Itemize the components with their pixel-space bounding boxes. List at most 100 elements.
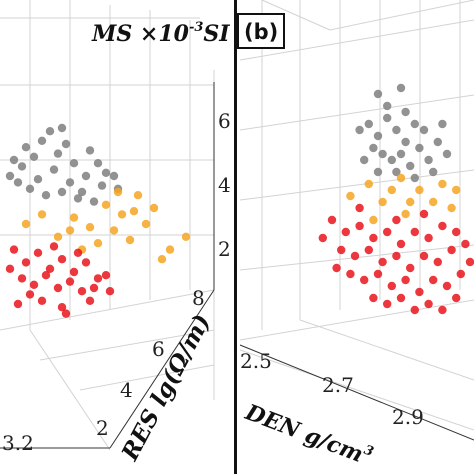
scatter-point <box>410 119 419 129</box>
y-tick-6: 6 <box>152 337 165 361</box>
scatter-point <box>101 200 111 209</box>
panel-b-axis-lines <box>239 344 474 441</box>
scatter-point <box>396 83 406 93</box>
scatter-point <box>65 277 75 286</box>
scatter-point <box>415 185 424 195</box>
scatter-point <box>383 227 392 237</box>
z-axis-label-unit: SI <box>203 21 230 47</box>
scatter-point <box>410 173 419 183</box>
scatter-point <box>45 127 55 136</box>
scatter-point <box>327 215 337 225</box>
scatter-point <box>392 215 401 225</box>
scatter-point <box>364 119 373 129</box>
scatter-point <box>5 264 15 273</box>
scatter-point <box>383 299 392 309</box>
scatter-point <box>429 167 438 177</box>
scatter-point <box>401 107 410 117</box>
y-tick-8: 8 <box>192 286 205 310</box>
scatter-point <box>373 167 383 177</box>
scatter-point <box>346 269 355 279</box>
scatter-point <box>125 235 135 245</box>
scatter-point <box>13 299 23 309</box>
scatter-point <box>25 184 35 193</box>
scatter-point <box>9 245 19 254</box>
scatter-point <box>17 162 27 171</box>
scatter-point <box>447 245 456 255</box>
scatter-point <box>21 143 31 152</box>
scatter-point <box>33 248 43 257</box>
scatter-point <box>383 101 392 111</box>
scatter-point <box>29 280 39 289</box>
scatter-point <box>369 293 378 303</box>
scatter-point <box>65 226 75 235</box>
x-tick-2-7: 2.7 <box>322 373 354 397</box>
scatter-point <box>49 242 59 251</box>
scatter-point <box>105 287 115 296</box>
scatter-point <box>452 185 461 195</box>
scatter-point <box>438 119 447 129</box>
y-tick-2: 2 <box>96 416 109 440</box>
scatter-point <box>149 203 159 213</box>
scatter-point <box>429 275 438 285</box>
scatter-point <box>109 171 119 181</box>
scatter-point <box>350 251 360 261</box>
scatter-point <box>53 232 63 241</box>
scatter-point <box>369 215 378 225</box>
scatter-point <box>369 233 378 243</box>
panel-b: 2.5 2.7 2.9 DEN g/cm3 (b) <box>237 0 474 471</box>
panel-b-points <box>318 83 474 315</box>
scatter-point <box>378 149 387 159</box>
scatter-point <box>429 197 438 207</box>
svg-text:DEN g/cm3: DEN g/cm3 <box>241 398 376 471</box>
scatter-point <box>438 179 447 189</box>
scatter-point <box>396 239 406 249</box>
scatter-point <box>419 125 429 135</box>
scatter-point <box>113 187 123 197</box>
scatter-point <box>346 191 355 201</box>
scatter-point <box>69 213 79 222</box>
scatter-point <box>419 251 429 261</box>
scatter-point <box>406 161 415 171</box>
z-axis-label: MS ×10-3SI <box>91 20 230 47</box>
scatter-point <box>396 293 406 303</box>
scatter-point <box>57 303 67 312</box>
scatter-point <box>53 283 63 293</box>
panel-b-label: (b) <box>237 13 285 49</box>
panel-a-points <box>5 123 191 318</box>
scatter-point <box>85 146 95 155</box>
scatter-point <box>442 149 452 159</box>
scatter-point <box>364 245 373 255</box>
scatter-point <box>415 143 424 153</box>
scatter-point <box>33 175 43 184</box>
scatter-point <box>165 245 175 254</box>
scatter-point <box>57 255 67 264</box>
scatter-point <box>415 287 424 297</box>
x-axis-label-b-main: DEN g/cm <box>241 399 367 468</box>
scatter-point <box>37 296 47 305</box>
scatter-point <box>433 257 442 267</box>
scatter-point <box>101 168 111 177</box>
scatter-point <box>341 227 350 237</box>
scatter-point <box>433 137 442 147</box>
scatter-point <box>424 155 433 165</box>
scatter-point <box>41 191 51 200</box>
scatter-point <box>85 223 95 232</box>
scatter-point <box>53 149 63 158</box>
scatter-point <box>456 269 465 279</box>
z-tick-2: 2 <box>218 237 231 261</box>
scatter-point <box>57 123 67 133</box>
scatter-point <box>93 239 103 248</box>
scatter-point <box>21 219 31 229</box>
scatter-point <box>401 137 410 147</box>
x-axis-label-b: DEN g/cm3 <box>241 398 376 471</box>
y-tick-4: 4 <box>120 378 133 402</box>
scatter-point <box>438 305 447 315</box>
scatter-point <box>61 139 71 149</box>
z-tick-4: 4 <box>218 173 231 197</box>
panel-a-y-ticks: 8 6 4 2 <box>96 286 205 440</box>
scatter-point <box>369 143 378 153</box>
scatter-point <box>332 263 341 273</box>
scatter-point <box>406 197 415 207</box>
scatter-point <box>13 178 23 187</box>
scatter-point <box>373 131 383 141</box>
